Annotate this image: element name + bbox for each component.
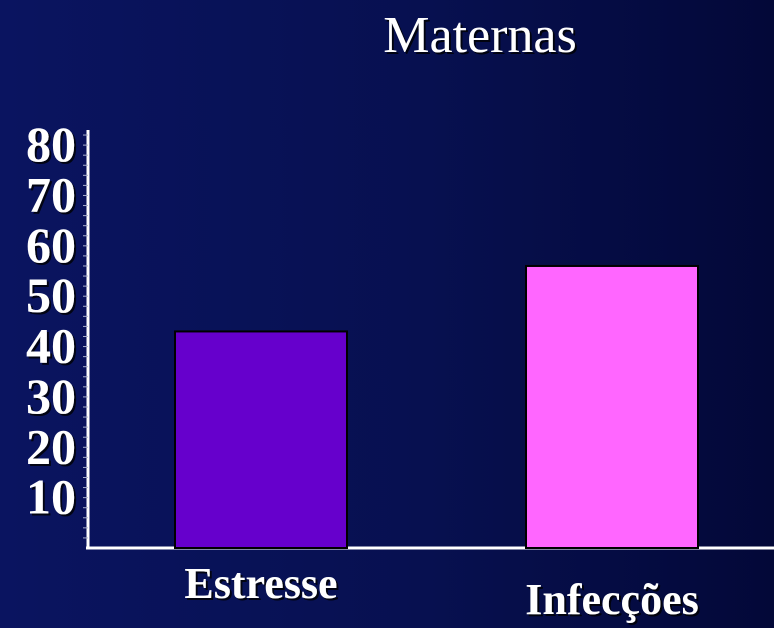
y-tick-label-20: 20 xyxy=(26,418,76,474)
y-tick-label-60: 60 xyxy=(26,217,76,273)
y-tick-label-50: 50 xyxy=(26,267,76,323)
bar-infec-es xyxy=(525,264,699,549)
chart-title: Maternas xyxy=(383,7,576,64)
bar-estresse xyxy=(174,330,348,549)
y-tick-label-80: 80 xyxy=(26,116,76,172)
y-tick-label-30: 30 xyxy=(26,368,76,424)
x-category-label-1: Infecções xyxy=(525,575,699,624)
y-tick-label-10: 10 xyxy=(26,469,76,525)
y-tick-label-70: 70 xyxy=(26,166,76,222)
x-category-label-0: Estresse xyxy=(184,559,337,608)
y-tick-label-40: 40 xyxy=(26,318,76,374)
